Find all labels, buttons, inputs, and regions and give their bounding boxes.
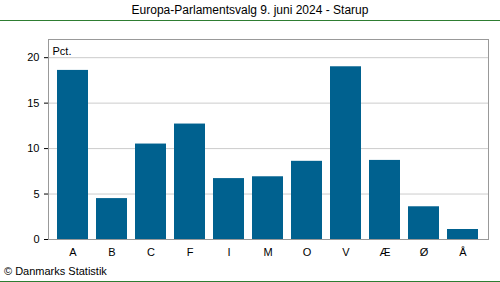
svg-text:F: F bbox=[187, 246, 194, 258]
svg-text:Å: Å bbox=[459, 246, 467, 258]
svg-text:Pct.: Pct. bbox=[53, 45, 72, 57]
svg-text:0: 0 bbox=[33, 233, 39, 245]
svg-text:5: 5 bbox=[33, 188, 39, 200]
svg-text:C: C bbox=[147, 246, 155, 258]
html-text:© Danmarks Statistik: © Danmarks Statistik bbox=[4, 265, 107, 277]
html-text:Europa-Parlamentsvalg 9. juni: Europa-Parlamentsvalg 9. juni 2024 - Sta… bbox=[131, 3, 369, 17]
svg-text:I: I bbox=[227, 246, 230, 258]
svg-text:M: M bbox=[263, 246, 272, 258]
svg-text:20: 20 bbox=[27, 51, 39, 63]
svg-text:O: O bbox=[303, 246, 312, 258]
svg-text:V: V bbox=[342, 246, 350, 258]
svg-text:15: 15 bbox=[27, 97, 39, 109]
svg-text:B: B bbox=[108, 246, 115, 258]
svg-text:Æ: Æ bbox=[380, 246, 391, 258]
svg-text:A: A bbox=[69, 246, 77, 258]
svg-text:Ø: Ø bbox=[420, 246, 429, 258]
svg-text:10: 10 bbox=[27, 142, 39, 154]
